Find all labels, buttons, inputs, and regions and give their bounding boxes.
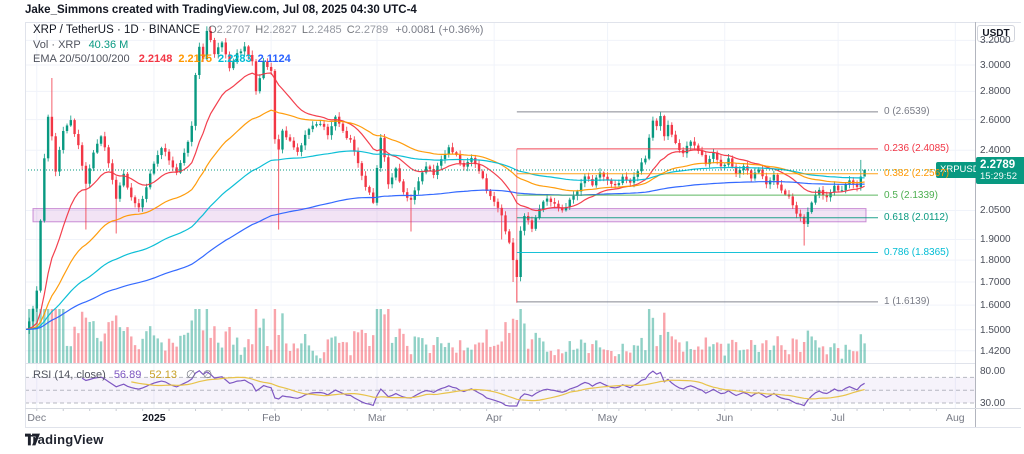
month-label: May: [597, 412, 618, 424]
credit-line: Jake_Simmons created with TradingView.co…: [25, 4, 417, 16]
price-axis-border[interactable]: [975, 22, 976, 427]
volume-legend-row[interactable]: Vol · XRP 40.36 M: [33, 39, 128, 51]
fib-level-label: 0 (2.6539): [884, 106, 930, 118]
price-tick-label: 1.7000: [980, 276, 1011, 288]
widget-bottom-border: [25, 427, 1021, 428]
last-price-badge[interactable]: 2.2789 15:29:52: [976, 157, 1024, 185]
fib-level-label: 0.5 (2.1339): [884, 189, 938, 201]
ema-value: 2.1124: [257, 53, 291, 65]
ohlc-value: 2.2789: [354, 24, 389, 36]
price-tick-label: 1.8000: [980, 255, 1011, 267]
volume-value: 40.36 M: [88, 39, 129, 51]
month-label: Jul: [831, 412, 845, 424]
ohlc-value: 2.2707: [216, 24, 251, 36]
ohlc-key: C: [346, 24, 355, 36]
rsi-tick-label: 80.00: [980, 366, 1006, 377]
pane-separator[interactable]: [25, 363, 975, 364]
axis-unit-button[interactable]: USDT: [977, 25, 1015, 42]
month-label: 2025: [142, 412, 166, 424]
ohlc-key: H: [255, 24, 264, 36]
price-tick-label: 2.0500: [980, 205, 1011, 217]
time-axis-border: [25, 408, 1021, 409]
fib-level-label: 1 (1.6139): [884, 296, 930, 308]
ema-values: 2.2148 2.2175 2.2283 2.1124: [133, 53, 291, 65]
month-label: Apr: [485, 412, 503, 424]
price-tick-label: 2.8000: [980, 86, 1011, 98]
ema-legend-row[interactable]: EMA 20/50/100/200 2.2148 2.2175 2.2283 2.11…: [33, 53, 291, 65]
month-label: Mar: [367, 412, 387, 424]
tradingview-logo-text: TradingView: [25, 432, 104, 447]
month-label: Dec: [27, 412, 47, 424]
rsi-tick-label: 30.00: [980, 398, 1006, 409]
bar-countdown: 15:29:52: [980, 171, 1017, 183]
rsi-empty-icon: ∅: [186, 369, 196, 381]
change-value: +0.0081 (+0.36%): [395, 24, 484, 36]
widget-top-border: [25, 22, 1021, 23]
symbol-legend-row[interactable]: XRP / TetherUS · 1D · BINANCE O2.2707 H2.…: [33, 24, 483, 36]
rsi-value: 56.89: [113, 369, 142, 381]
month-label: Feb: [262, 412, 281, 424]
ema-value: 2.2283: [218, 53, 252, 65]
ohlc-values: O2.2707 H2.2827 L2.2485 C2.2789: [203, 24, 388, 36]
rsi-legend-row[interactable]: RSI (14, close) 56.89 52.13 ∅ ∅: [33, 368, 212, 381]
volume-label: Vol · XRP: [33, 39, 81, 51]
price-tick-label: 1.4200: [980, 345, 1011, 357]
tradingview-logo[interactable]: TradingView: [25, 432, 104, 447]
price-tick-label: 2.4000: [980, 145, 1011, 157]
ohlc-key: O: [208, 24, 217, 36]
ema-label: EMA 20/50/100/200: [33, 53, 130, 65]
price-tick-label: 3.2000: [980, 35, 1011, 47]
last-price: 2.2789: [980, 159, 1016, 172]
ohlc-value: 2.2827: [263, 24, 297, 36]
price-tick-label: 2.6000: [980, 114, 1011, 126]
ohlc-value: 2.2485: [308, 24, 342, 36]
fib-level-label: 0.786 (1.8365): [884, 246, 950, 258]
price-tick-label: 1.5000: [980, 324, 1011, 336]
symbol-title: XRP / TetherUS · 1D · BINANCE: [33, 24, 201, 36]
month-label: Aug: [945, 412, 965, 424]
fib-level-label: 0.618 (2.0112): [884, 212, 949, 224]
ema-value: 2.2148: [138, 53, 173, 65]
fib-level-label: 0.236 (2.4085): [884, 143, 950, 155]
ema-value: 2.2175: [178, 53, 213, 65]
fib-level-label: 0.382 (2.2567): [884, 168, 950, 180]
tradingview-logo-icon: [25, 433, 40, 446]
rsi-empty-icon: ∅: [202, 369, 213, 381]
widget-left-border: [25, 22, 26, 427]
month-label: Jun: [716, 412, 734, 424]
rsi-ma-value: 52.13: [149, 369, 177, 381]
rsi-label: RSI (14, close): [33, 369, 106, 381]
ohlc-key: L: [301, 24, 309, 36]
price-tick-label: 1.9000: [980, 234, 1011, 246]
price-tick-label: 1.6000: [980, 300, 1011, 312]
price-tick-label: 3.0000: [980, 60, 1011, 71]
